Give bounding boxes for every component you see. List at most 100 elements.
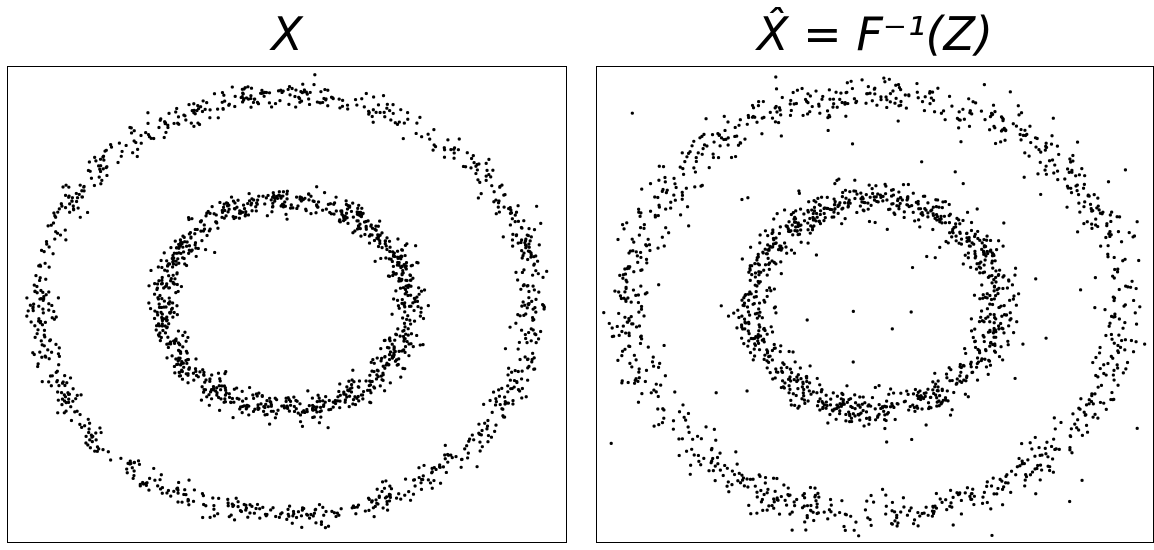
scatter-point — [428, 137, 432, 141]
scatter-point — [226, 210, 230, 214]
scatter-point — [919, 397, 923, 402]
scatter-point — [774, 311, 778, 315]
scatter-point — [56, 210, 60, 214]
scatter-point — [772, 287, 776, 291]
scatter-point — [992, 326, 996, 331]
scatter-point — [954, 239, 958, 243]
scatter-point — [902, 505, 906, 509]
scatter-point — [1002, 313, 1007, 317]
scatter-point — [755, 284, 759, 288]
scatter-point — [442, 155, 447, 159]
scatter-point — [772, 497, 776, 501]
scatter-point — [845, 384, 849, 388]
scatter-point — [337, 219, 342, 223]
scatter-point — [220, 215, 224, 219]
scatter-point — [379, 347, 383, 351]
scatter-point — [757, 314, 761, 318]
scatter-point — [969, 497, 973, 501]
scatter-point — [944, 372, 949, 376]
scatter-point — [276, 408, 280, 412]
scatter-point — [700, 183, 704, 188]
scatter-point — [1009, 469, 1014, 473]
scatter-outlier-point — [1013, 376, 1017, 381]
scatter-point — [526, 284, 530, 288]
scatter-point — [1071, 153, 1075, 158]
scatter-point — [967, 236, 971, 240]
scatter-point — [920, 100, 925, 104]
scatter-point — [77, 192, 81, 197]
scatter-point — [815, 511, 819, 516]
scatter-point — [175, 313, 179, 317]
scatter-point — [83, 424, 87, 428]
scatter-point — [351, 231, 355, 235]
scatter-point — [718, 144, 722, 148]
scatter-point — [678, 165, 682, 169]
scatter-point — [508, 223, 512, 227]
scatter-point — [235, 386, 239, 390]
scatter-point — [390, 259, 394, 264]
scatter-point — [640, 337, 644, 341]
scatter-point — [998, 268, 1002, 272]
scatter-point — [922, 511, 926, 515]
scatter-point — [936, 379, 940, 383]
scatter-point — [146, 121, 150, 125]
scatter-point — [356, 503, 361, 507]
scatter-point — [72, 208, 76, 212]
scatter-point — [226, 497, 230, 501]
scatter-point — [371, 506, 375, 510]
scatter-point — [269, 403, 273, 407]
scatter-point — [392, 346, 396, 350]
scatter-outlier-point — [765, 273, 769, 277]
scatter-point — [860, 78, 864, 82]
scatter-point — [1129, 338, 1134, 343]
scatter-point — [983, 244, 987, 248]
scatter-point — [664, 207, 668, 211]
scatter-point — [411, 301, 415, 305]
scatter-point — [873, 86, 877, 90]
scatter-point — [1000, 314, 1004, 318]
scatter-point — [962, 378, 966, 382]
scatter-point — [806, 241, 810, 245]
scatter-point — [359, 234, 363, 238]
scatter-outlier-point — [833, 182, 837, 186]
scatter-point — [865, 92, 869, 96]
scatter-point — [287, 84, 292, 89]
scatter-point — [775, 498, 779, 502]
scatter-point — [897, 190, 901, 194]
scatter-point — [340, 104, 345, 108]
scatter-point — [343, 400, 347, 404]
scatter-point — [644, 244, 649, 248]
scatter-point — [141, 482, 146, 486]
scatter-point — [171, 265, 175, 269]
scatter-point — [105, 173, 109, 178]
scatter-point — [932, 110, 937, 114]
scatter-point — [757, 307, 761, 311]
scatter-point — [217, 384, 221, 388]
scatter-point — [680, 193, 685, 197]
scatter-point — [33, 335, 37, 339]
scatter-point — [623, 347, 627, 351]
scatter-point — [426, 304, 430, 308]
scatter-point — [86, 417, 90, 421]
scatter-point — [217, 408, 222, 412]
scatter-point — [1113, 315, 1117, 319]
scatter-point — [274, 514, 278, 519]
scatter-point — [385, 236, 389, 240]
scatter-point — [132, 139, 136, 143]
scatter-point — [1084, 413, 1088, 417]
scatter-point — [884, 95, 888, 99]
scatter-point — [379, 359, 383, 363]
scatter-point — [417, 292, 421, 296]
scatter-point — [34, 273, 38, 278]
scatter-point — [326, 104, 330, 108]
scatter-point — [388, 336, 392, 340]
scatter-point — [826, 116, 830, 120]
scatter-point — [63, 395, 68, 399]
scatter-point — [526, 378, 530, 382]
scatter-point — [992, 124, 996, 128]
scatter-point — [396, 304, 401, 308]
scatter-point — [922, 391, 926, 395]
scatter-point — [737, 123, 741, 127]
scatter-point — [936, 385, 940, 389]
scatter-point — [396, 327, 400, 331]
